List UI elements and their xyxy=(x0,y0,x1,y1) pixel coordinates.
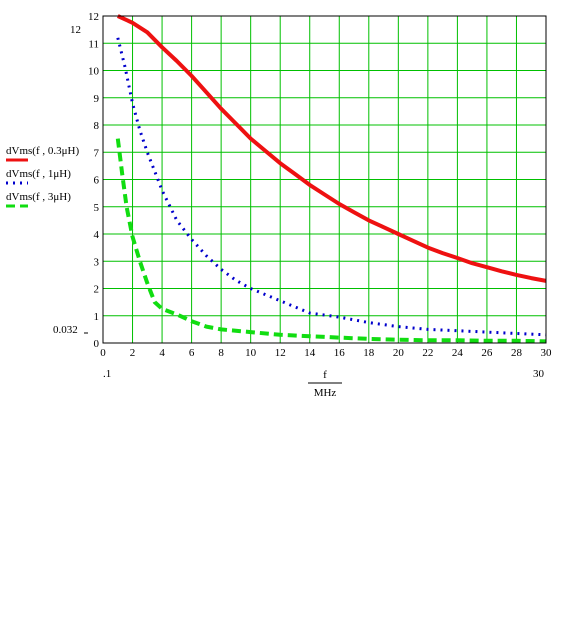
x-label-numerator: f xyxy=(323,369,327,381)
y-tick-label: 3 xyxy=(94,256,100,268)
y-tick-label: 1 xyxy=(94,311,100,323)
y-tick-label: 6 xyxy=(94,175,100,187)
y-tick-label: 2 xyxy=(94,284,100,296)
x-tick-labels: 0 2 4 6 8 10 12 14 16 18 20 22 24 26 28 30 xyxy=(100,347,552,359)
x-max-marker: 30 xyxy=(533,368,545,380)
series-lines xyxy=(115,14,547,344)
y-tick-label: 5 xyxy=(94,202,100,214)
y-tick-label: 4 xyxy=(94,229,100,241)
x-tick-label: 4 xyxy=(159,347,165,359)
x-tick-label: 24 xyxy=(452,347,464,359)
x-tick-label: 26 xyxy=(481,347,493,359)
x-tick-label: 8 xyxy=(218,347,224,359)
x-tick-label: 30 xyxy=(541,347,553,359)
legend-label: dVms(f , 3μH) xyxy=(6,191,71,203)
series-line-2 xyxy=(116,37,547,337)
series-line-1 xyxy=(116,14,547,283)
legend-label: dVms(f , 0.3μH) xyxy=(6,145,79,157)
x-tick-label: 14 xyxy=(304,347,316,359)
x-min-marker: .1 xyxy=(103,368,111,380)
grid-lines xyxy=(102,15,547,344)
y-tick-label: 10 xyxy=(88,66,100,78)
legend: dVms(f , 0.3μH) dVms(f , 1μH) dVms(f , 3μH… xyxy=(6,145,79,208)
legend-label: dVms(f , 1μH) xyxy=(6,168,71,180)
axis-limit-markers: 120.032.1 30 xyxy=(53,24,545,380)
series-line-3 xyxy=(115,138,547,344)
x-tick-label: 6 xyxy=(189,347,195,359)
y-tick-label: 11 xyxy=(88,38,99,50)
y-tick-label: 8 xyxy=(94,120,100,132)
x-tick-label: 22 xyxy=(422,347,433,359)
x-tick-label: 28 xyxy=(511,347,523,359)
y-max-marker: 12 xyxy=(70,24,81,36)
y-tick-label: 7 xyxy=(94,147,100,159)
x-tick-label: 16 xyxy=(334,347,346,359)
plot-frame xyxy=(102,15,547,344)
x-tick-label: 20 xyxy=(393,347,405,359)
x-tick-label: 12 xyxy=(275,347,286,359)
x-label-denominator: MHz xyxy=(314,387,337,399)
y-tick-label: 12 xyxy=(88,11,99,23)
y-tick-label: 9 xyxy=(94,93,100,105)
x-tick-label: 0 xyxy=(100,347,106,359)
y-tick-label: 0 xyxy=(94,338,100,350)
x-tick-label: 2 xyxy=(130,347,136,359)
x-tick-label: 10 xyxy=(245,347,257,359)
x-tick-label: 18 xyxy=(363,347,375,359)
x-axis-label: f MHz xyxy=(308,369,342,399)
y-min-marker: 0.032 xyxy=(53,324,78,336)
